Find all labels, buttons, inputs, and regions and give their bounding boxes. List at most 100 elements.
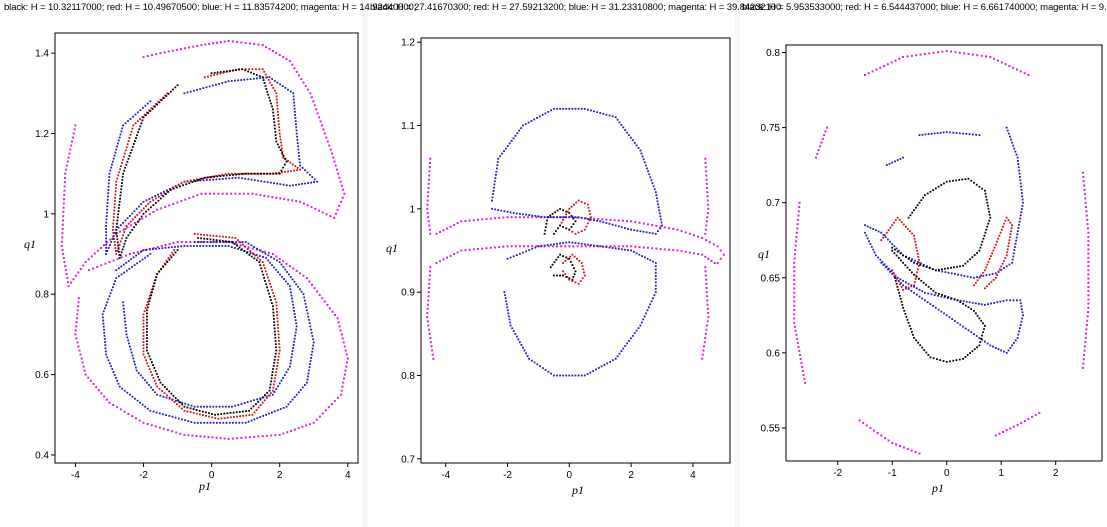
y-tick-label: 0.75	[761, 123, 781, 134]
data-point	[624, 227, 626, 229]
data-point	[1006, 129, 1009, 132]
data-point	[556, 107, 558, 110]
data-point	[214, 417, 217, 419]
data-point	[825, 126, 828, 129]
data-point	[641, 255, 643, 257]
data-point	[944, 271, 947, 273]
y-tick-label: 0.8	[766, 48, 780, 59]
data-point	[297, 427, 300, 430]
data-point	[817, 149, 820, 152]
data-point	[240, 79, 243, 81]
data-point	[114, 196, 116, 199]
data-point	[1038, 411, 1041, 414]
data-point	[65, 164, 68, 167]
data-point	[106, 211, 108, 214]
data-point	[967, 306, 970, 309]
data-point	[547, 245, 550, 248]
data-point	[815, 156, 817, 159]
data-point	[636, 229, 639, 232]
data-point	[570, 205, 573, 208]
data-point	[234, 404, 237, 407]
data-point	[258, 68, 261, 71]
data-point	[505, 147, 507, 150]
data-point	[1023, 72, 1026, 75]
data-point	[219, 437, 222, 440]
data-point	[274, 377, 276, 380]
data-point	[139, 118, 141, 120]
data-point	[1002, 431, 1004, 433]
data-point	[428, 170, 431, 173]
data-point	[633, 141, 636, 144]
data-point	[224, 173, 227, 176]
data-point	[83, 369, 86, 372]
data-point	[600, 365, 603, 368]
data-point	[310, 206, 313, 209]
data-point	[587, 243, 589, 246]
data-point	[167, 50, 170, 53]
data-point	[66, 277, 69, 280]
data-point	[159, 381, 162, 384]
data-point	[330, 403, 333, 406]
data-point	[122, 263, 125, 266]
data-point	[505, 303, 508, 306]
data-point	[1009, 221, 1012, 224]
data-point	[299, 200, 302, 203]
data-point	[917, 265, 920, 267]
data-point	[793, 304, 796, 307]
data-point	[472, 219, 475, 222]
data-point	[527, 121, 530, 124]
data-point	[61, 240, 63, 243]
data-point	[105, 228, 107, 230]
data-point	[156, 208, 159, 211]
data-point	[263, 277, 265, 279]
data-point	[988, 213, 991, 216]
data-point	[122, 155, 125, 158]
data-point	[562, 270, 564, 273]
data-point	[143, 113, 146, 116]
data-point	[219, 71, 222, 73]
data-point	[918, 134, 921, 136]
data-point	[936, 132, 939, 134]
data-point	[804, 381, 807, 384]
data-point	[274, 131, 277, 133]
orbit-curve	[435, 216, 725, 264]
data-point	[173, 249, 176, 251]
data-point	[295, 269, 298, 272]
data-point	[525, 250, 527, 253]
data-point	[212, 238, 215, 241]
data-point	[588, 210, 591, 212]
data-point	[269, 392, 272, 394]
data-point	[906, 318, 909, 321]
data-point	[645, 312, 647, 315]
data-point	[275, 92, 278, 95]
data-point	[919, 344, 922, 347]
data-point	[427, 220, 430, 223]
data-point	[271, 302, 273, 304]
data-point	[120, 130, 123, 133]
data-point	[920, 262, 922, 265]
data-point	[156, 246, 159, 248]
data-point	[518, 245, 521, 248]
data-point	[205, 86, 208, 89]
data-point	[243, 402, 246, 404]
data-point	[982, 237, 985, 240]
chart-title: black: H = 5.953533000; red: H = 6.54443…	[742, 2, 1107, 13]
data-point	[958, 358, 961, 361]
data-point	[158, 387, 161, 390]
data-point	[232, 69, 234, 72]
data-point	[966, 260, 969, 263]
data-point	[211, 436, 214, 439]
data-point	[281, 85, 284, 87]
data-point	[129, 220, 132, 223]
data-point	[1018, 330, 1020, 333]
data-point	[163, 392, 166, 395]
data-point	[167, 191, 170, 193]
data-point	[271, 264, 273, 266]
x-tick-label: 2	[277, 470, 283, 481]
data-point	[128, 155, 131, 157]
data-point	[654, 281, 657, 284]
data-point	[654, 191, 657, 194]
data-point	[315, 418, 318, 421]
data-point	[621, 245, 624, 248]
data-point	[284, 157, 286, 160]
